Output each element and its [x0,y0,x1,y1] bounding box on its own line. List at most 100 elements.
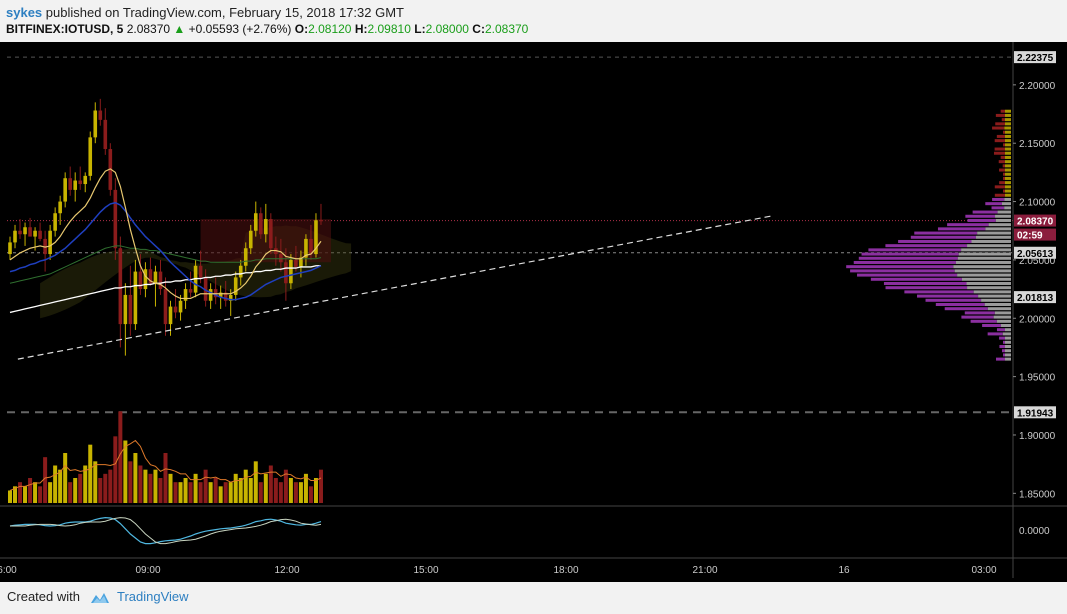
candle-body [98,111,102,120]
profile-bar [1003,131,1005,134]
volume-bar [128,461,132,503]
candle-body [119,248,123,324]
volume-bar [274,478,278,503]
price-tick-label: 2.20000 [1019,81,1056,92]
profile-bar [911,236,976,239]
volume-bar [314,478,318,503]
time-tick-label: 21:00 [692,565,717,576]
price-tick-label: 1.90000 [1019,431,1056,442]
candle-body [174,307,178,313]
profile-bar [973,211,998,214]
high-label: H: [355,22,368,36]
price-tick-label: 1.85000 [1019,489,1056,500]
volume-bar [264,474,268,503]
volume-bar [123,441,127,504]
profile-bar-value [953,265,1011,268]
volume-bar [93,461,97,503]
profile-bar [1003,164,1005,167]
profile-bar [988,332,1003,335]
profile-bar [1003,341,1005,344]
profile-bar [1001,156,1005,159]
volume-bar [319,470,323,503]
profile-bar-value [1002,202,1011,205]
volume-bar [189,482,193,503]
candle-body [23,227,27,234]
profile-bar [868,248,961,251]
volume-bar [204,470,208,503]
high-level-tag: 2.22375 [1017,53,1054,64]
candle-body [129,295,133,324]
price-tick-label: 2.00000 [1019,314,1056,325]
up-triangle-icon: ▲ [173,22,185,36]
volume-bar [309,486,313,503]
profile-bar-value [997,320,1011,323]
profile-bar [846,265,953,268]
profile-bar-value [1005,190,1011,193]
time-tick-label: 03:00 [971,565,996,576]
volume-bar [194,474,198,503]
candle-body [73,181,77,190]
low-value: 2.08000 [426,22,469,36]
candle-body [239,266,243,278]
profile-bar-value [1003,332,1011,335]
volume-bar [68,482,72,503]
volume-bar [184,478,188,503]
time-tick-label: 15:00 [413,565,438,576]
profile-bar-value [1004,206,1011,209]
profile-bar-value [1005,177,1011,180]
profile-bar [996,114,1005,117]
countdown-tag: 02:59 [1017,231,1043,242]
tradingview-link[interactable]: TradingView [117,589,189,604]
profile-bar-value [1005,353,1011,356]
profile-bar [926,299,982,302]
candle-body [254,213,258,231]
profile-bar-value [1005,173,1011,176]
profile-bar [999,337,1005,340]
author-link[interactable]: sykes [6,5,42,20]
candle-body [13,231,17,243]
tradingview-cloud-icon[interactable] [88,589,112,605]
last-price-tag: 2.08370 [1017,217,1054,228]
profile-bar [997,328,1005,331]
profile-bar-value [974,290,1011,293]
publish-info: sykes published on TradingView.com, Febr… [6,5,404,20]
low-level-tag: 1.91943 [1017,408,1054,419]
volume-bar [148,474,152,503]
profile-bar [997,135,1005,138]
symbol-label: BITFINEX:IOTUSD, 5 [6,22,123,36]
volume-bar [179,482,183,503]
profile-bar [992,206,1005,209]
candle-body [83,176,87,184]
volume-bar [38,486,42,503]
volume-bar [108,470,112,503]
profile-bar [994,152,1005,155]
candle-body [154,272,158,284]
profile-bar-value [1005,152,1011,155]
profile-bar [904,290,973,293]
price-tick-label: 2.15000 [1019,139,1056,150]
candle-body [78,181,82,185]
last-price: 2.08370 [127,22,170,36]
profile-bar-value [1004,127,1011,130]
profile-bar-value [1005,337,1011,340]
profile-bar [1003,177,1005,180]
profile-bar-value [1005,143,1011,146]
profile-bar-value [1005,131,1011,134]
profile-bar [945,307,988,310]
candle-body [33,231,37,237]
volume-bar [88,445,92,503]
profile-bar [1003,353,1005,356]
candle-body [284,262,288,283]
profile-bar [999,169,1005,172]
profile-bar [947,223,989,226]
candle-body [249,231,253,249]
profile-bar-value [961,248,1011,251]
candle-body [58,202,62,214]
profile-bar-value [988,307,1011,310]
profile-bar [1002,118,1005,121]
profile-bar [850,269,955,272]
profile-bar [995,194,1005,197]
candle-body [319,220,323,221]
chart-header: sykes published on TradingView.com, Febr… [0,0,1067,42]
profile-bar [995,122,1005,125]
